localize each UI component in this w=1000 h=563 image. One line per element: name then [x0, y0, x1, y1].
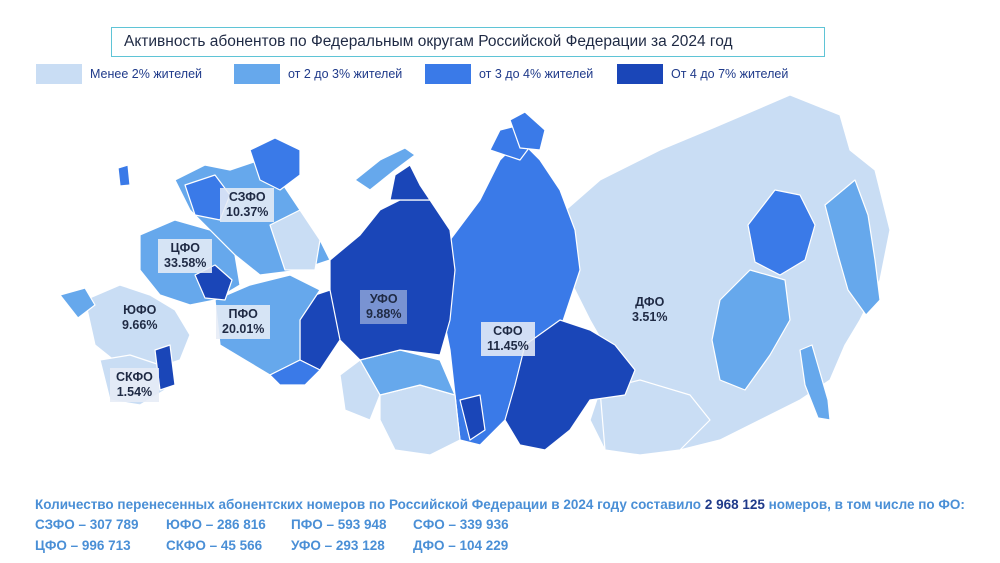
count-cfo: ЦФО – 996 713 — [35, 538, 131, 553]
district-value: 11.45% — [487, 339, 529, 353]
district-value: 20.01% — [222, 322, 265, 336]
district-name: ЮФО — [123, 303, 157, 317]
legend-swatch — [425, 64, 471, 84]
district-value: 1.54% — [116, 385, 153, 399]
district-value: 3.51% — [632, 310, 668, 324]
region-altai — [379, 384, 461, 456]
district-value: 33.58% — [164, 256, 207, 270]
district-value: 10.37% — [226, 205, 269, 219]
legend: Менее 2% жителей от 2 до 3% жителей от 3… — [0, 63, 1000, 87]
summary-text: Количество перенесенных абонентских номе… — [35, 494, 995, 515]
region-pfo-south — [269, 359, 321, 386]
legend-swatch — [617, 64, 663, 84]
region-amur — [599, 379, 711, 456]
legend-label: от 2 до 3% жителей — [288, 67, 403, 81]
region-yamal — [389, 164, 431, 201]
map-title: Активность абонентов по Федеральным окру… — [111, 27, 825, 57]
label-skfo: СКФО 1.54% — [110, 368, 159, 402]
region-ufo — [329, 199, 456, 361]
district-value: 9.66% — [122, 318, 158, 332]
summary-prefix: Количество перенесенных абонентских номе… — [35, 497, 705, 512]
region-sakhalin — [799, 344, 831, 421]
district-name: УФО — [369, 292, 398, 306]
region-kamchatka — [824, 179, 881, 316]
label-pfo: ПФО 20.01% — [216, 305, 271, 339]
legend-label: От 4 до 7% жителей — [671, 67, 789, 81]
region-khabarovsk — [711, 269, 791, 391]
legend-label: от 3 до 4% жителей — [479, 67, 594, 81]
label-yufo: ЮФО 9.66% — [116, 301, 163, 335]
legend-item-3to4: от 3 до 4% жителей — [425, 63, 593, 85]
summary-suffix: номеров, в том числе по ФО: — [764, 497, 965, 512]
count-pfo: ПФО – 593 948 — [291, 517, 387, 532]
count-sfo: СФО – 339 936 — [413, 517, 509, 532]
count-szfo: СЗФО – 307 789 — [35, 517, 139, 532]
legend-label: Менее 2% жителей — [90, 67, 203, 81]
region-crimea — [59, 287, 96, 319]
region-novaya-zemlya — [354, 147, 416, 191]
label-cfo: ЦФО 33.58% — [158, 239, 213, 273]
count-skfo: СКФО – 45 566 — [166, 538, 263, 553]
region-khakasia — [459, 394, 486, 441]
russia-map — [59, 94, 891, 456]
region-kaliningrad — [117, 164, 131, 187]
region-magadan — [747, 189, 816, 276]
legend-swatch — [234, 64, 280, 84]
region-kurgan — [339, 359, 381, 421]
district-value: 9.88% — [366, 307, 402, 321]
count-dfo: ДФО – 104 229 — [413, 538, 509, 553]
region-arctic — [509, 111, 546, 151]
legend-item-lt2: Менее 2% жителей — [36, 63, 202, 85]
district-name: ЦФО — [170, 241, 200, 255]
count-yufo: ЮФО – 286 816 — [166, 517, 266, 532]
district-name: ПФО — [228, 307, 258, 321]
count-ufo: УФО – 293 128 — [291, 538, 385, 553]
label-szfo: СЗФО 10.37% — [220, 188, 275, 222]
district-name: ДФО — [635, 295, 665, 309]
legend-item-4to7: От 4 до 7% жителей — [617, 63, 788, 85]
district-name: СФО — [493, 324, 523, 338]
region-irkutsk — [504, 319, 636, 451]
summary-total: 2 968 125 — [704, 497, 765, 512]
region-komi — [269, 209, 321, 271]
district-name: СКФО — [116, 370, 153, 384]
district-name: СЗФО — [228, 190, 266, 204]
label-sfo: СФО 11.45% — [481, 322, 535, 356]
legend-item-2to3: от 2 до 3% жителей — [234, 63, 402, 85]
legend-swatch — [36, 64, 82, 84]
label-dfo: ДФО 3.51% — [626, 293, 673, 327]
region-kola — [249, 137, 301, 191]
label-ufo: УФО 9.88% — [360, 290, 408, 324]
